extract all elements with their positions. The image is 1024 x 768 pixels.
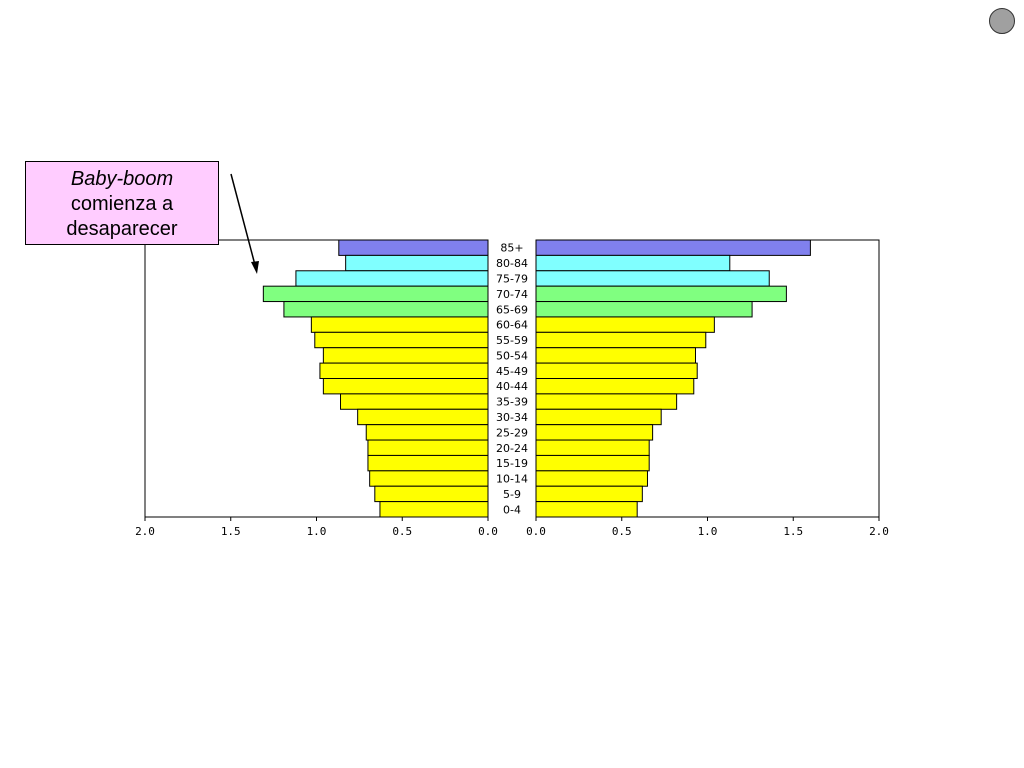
bar-left-0-4	[379, 501, 489, 518]
age-label-5-9: 5-9	[503, 488, 521, 501]
bar-left-70-74	[262, 285, 489, 303]
bar-left-60-64	[310, 316, 489, 333]
bar-right-35-39	[535, 393, 678, 410]
annotation-line-3: desaparecer	[66, 218, 178, 240]
bar-right-70-74	[535, 285, 787, 303]
annotation-callout: Baby-boom comienza a desaparecer	[25, 161, 219, 245]
bar-left-40-44	[322, 378, 489, 395]
bar-right-20-24	[535, 439, 650, 456]
age-label-55-59: 55-59	[496, 334, 528, 347]
bar-left-85+	[338, 239, 489, 256]
bar-left-50-54	[322, 347, 489, 364]
bar-left-75-79	[295, 270, 489, 287]
bar-right-15-19	[535, 454, 650, 472]
age-label-80-84: 80-84	[496, 257, 528, 270]
bar-right-40-44	[535, 378, 695, 395]
right-tick-label: 0.0	[526, 525, 546, 538]
left-tick-label: 0.5	[392, 525, 412, 538]
annotation-arrow-head	[251, 261, 259, 274]
age-label-25-29: 25-29	[496, 426, 528, 439]
annotation-line-2: comienza a	[70, 193, 174, 215]
bar-right-30-34	[535, 408, 662, 426]
age-label-10-14: 10-14	[496, 473, 528, 486]
bar-left-15-19	[367, 454, 489, 472]
bar-right-75-79	[535, 270, 770, 287]
left-tick-label: 0.0	[478, 525, 498, 538]
bar-right-0-4	[535, 501, 638, 518]
bar-left-65-69	[283, 301, 489, 318]
right-tick-label: 1.5	[783, 525, 803, 538]
age-label-70-74: 70-74	[496, 288, 528, 301]
bar-left-55-59	[314, 331, 489, 349]
age-label-35-39: 35-39	[496, 396, 528, 409]
bar-right-55-59	[535, 331, 707, 349]
bar-right-25-29	[535, 424, 654, 441]
bar-right-45-49	[535, 362, 698, 380]
bar-left-80-84	[345, 254, 489, 272]
bar-right-10-14	[535, 470, 648, 487]
bar-left-25-29	[365, 424, 489, 441]
bar-left-5-9	[374, 485, 489, 503]
age-label-85+: 85+	[500, 242, 523, 255]
age-label-75-79: 75-79	[496, 272, 528, 285]
age-label-65-69: 65-69	[496, 303, 528, 316]
age-label-15-19: 15-19	[496, 457, 528, 470]
age-label-30-34: 30-34	[496, 411, 528, 424]
annotation-arrow-line	[230, 173, 256, 266]
right-tick-label: 2.0	[869, 525, 889, 538]
age-label-20-24: 20-24	[496, 442, 528, 455]
age-label-50-54: 50-54	[496, 349, 528, 362]
right-tick-label: 1.0	[698, 525, 718, 538]
bar-right-65-69	[535, 301, 753, 318]
bar-right-5-9	[535, 485, 643, 503]
nav-circle-button[interactable]	[989, 8, 1015, 34]
bar-left-30-34	[357, 408, 489, 426]
bar-left-45-49	[319, 362, 489, 380]
age-label-45-49: 45-49	[496, 365, 528, 378]
annotation-line-1: Baby-boom	[70, 168, 174, 190]
left-tick-label: 1.0	[307, 525, 327, 538]
bar-left-35-39	[340, 393, 489, 410]
age-label-0-4: 0-4	[503, 503, 521, 516]
bar-right-85+	[535, 239, 811, 256]
age-label-40-44: 40-44	[496, 380, 528, 393]
bar-right-50-54	[535, 347, 696, 364]
right-tick-label: 0.5	[612, 525, 632, 538]
age-label-60-64: 60-64	[496, 319, 528, 332]
bar-right-80-84	[535, 254, 731, 272]
left-tick-label: 1.5	[221, 525, 241, 538]
bar-left-10-14	[369, 470, 489, 487]
bar-left-20-24	[367, 439, 489, 456]
left-tick-label: 2.0	[135, 525, 155, 538]
bar-right-60-64	[535, 316, 715, 333]
